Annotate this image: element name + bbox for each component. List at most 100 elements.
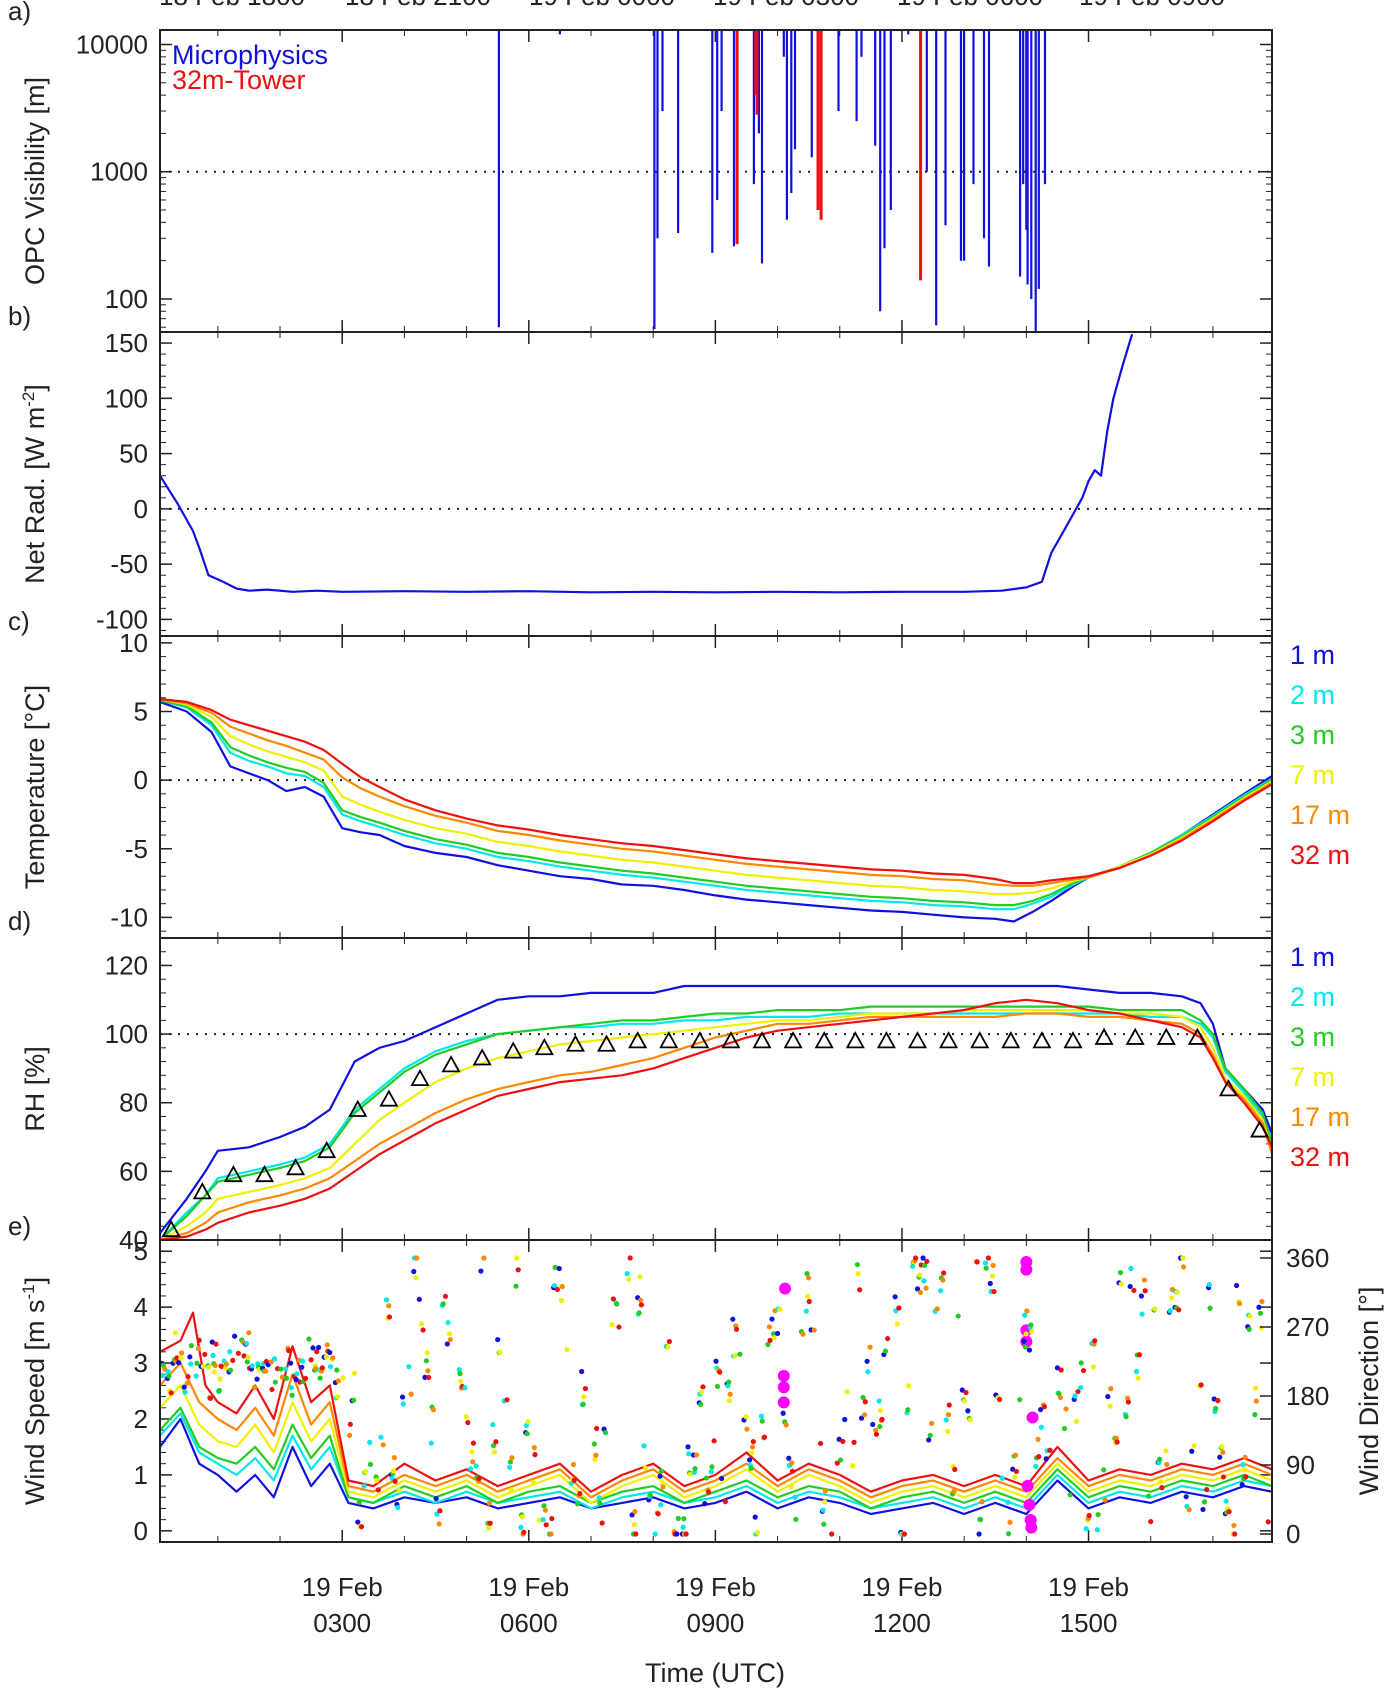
direction-dot xyxy=(674,1531,680,1537)
direction-dot xyxy=(518,1524,524,1531)
direction-dot xyxy=(901,1531,908,1537)
direction-dot xyxy=(967,1417,973,1423)
direction-dot xyxy=(811,1327,817,1333)
direction-dot xyxy=(230,1357,236,1363)
direction-dot xyxy=(976,1531,982,1537)
top-clipped-labels: 18 Feb 1800 18 Feb 2100 19 Feb 0000 19 Feb … xyxy=(159,0,1225,11)
direction-dot xyxy=(733,1326,740,1332)
direction-dot xyxy=(187,1361,194,1367)
direction-dot xyxy=(1021,1338,1027,1344)
direction-dot xyxy=(1125,1399,1131,1405)
direction-dot xyxy=(665,1344,671,1350)
direction-dot xyxy=(754,1529,761,1536)
direction-dot xyxy=(698,1401,704,1408)
direction-dot xyxy=(395,1504,401,1511)
direction-dot xyxy=(399,1394,406,1400)
top-clipped-label: 19 Feb 0900 xyxy=(1079,0,1225,11)
direction-dot xyxy=(310,1345,316,1351)
direction-dot xyxy=(346,1432,353,1438)
direction-dot xyxy=(921,1278,927,1284)
direction-dot xyxy=(515,1267,521,1273)
height-legend-2m: 2 m xyxy=(1290,982,1335,1012)
direction-dot xyxy=(327,1349,333,1356)
direction-dot xyxy=(351,1397,357,1403)
direction-dot xyxy=(396,1487,402,1494)
top-clipped-label: 18 Feb 2100 xyxy=(345,0,491,11)
direction-dot xyxy=(989,1273,996,1279)
direction-dot xyxy=(647,1492,653,1498)
direction-dot xyxy=(478,1268,484,1274)
direction-dot xyxy=(718,1475,725,1482)
direction-dot xyxy=(703,1475,709,1481)
direction-dot xyxy=(917,1272,923,1278)
direction-dot xyxy=(592,1456,598,1462)
direction-dot xyxy=(1213,1405,1219,1412)
direction-dot xyxy=(777,1306,783,1312)
direction-dot xyxy=(789,1460,795,1466)
direction-dot xyxy=(1247,1313,1253,1319)
x-tick-time: 0300 xyxy=(313,1608,371,1638)
x-tick-day: 19 Feb xyxy=(1048,1572,1129,1602)
direction-dot xyxy=(390,1468,397,1474)
direction-dot xyxy=(554,1286,561,1293)
direction-dot xyxy=(700,1384,706,1390)
direction-dot xyxy=(249,1363,255,1369)
direction-dot xyxy=(559,1283,565,1290)
triangle-marker xyxy=(752,1031,772,1049)
y-axis-title-close: ] xyxy=(20,1277,50,1285)
direction-dot xyxy=(1038,1406,1044,1413)
direction-dot xyxy=(896,1305,902,1311)
triangle-marker xyxy=(628,1031,648,1049)
direction-dot xyxy=(218,1363,225,1370)
direction-dot xyxy=(873,1431,880,1437)
direction-dot xyxy=(447,1336,453,1343)
direction-dot xyxy=(433,1496,439,1502)
panel-e: e) 0 1 2 3 4 5 Wind Speed [m s-1] 0 90 180 270 360 Wi… xyxy=(8,1211,1384,1549)
triangle-marker xyxy=(441,1055,461,1073)
direction-dot xyxy=(579,1368,585,1375)
direction-dot xyxy=(504,1397,510,1403)
direction-dot xyxy=(744,1426,750,1432)
triangle-marker xyxy=(597,1034,617,1052)
direction-dot xyxy=(269,1386,275,1393)
direction-dot xyxy=(770,1331,777,1337)
direction-dot xyxy=(268,1359,274,1365)
direction-dot xyxy=(793,1516,799,1523)
direction-dot xyxy=(425,1368,431,1374)
direction-dot xyxy=(624,1271,630,1277)
direction-dot xyxy=(294,1371,300,1377)
direction-dot xyxy=(473,1463,479,1469)
series-7-m xyxy=(160,698,1272,896)
direction-dot xyxy=(804,1271,810,1277)
direction-dot xyxy=(803,1308,809,1314)
direction-dot xyxy=(408,1391,414,1397)
direction-dot xyxy=(851,1439,857,1445)
direction-dot xyxy=(693,1452,700,1458)
triangle-marker xyxy=(472,1048,492,1066)
direction-dot xyxy=(1005,1499,1011,1505)
direction-dot xyxy=(1012,1474,1018,1480)
direction-dot xyxy=(854,1262,861,1268)
direction-dot xyxy=(955,1313,961,1319)
direction-dot xyxy=(996,1396,1003,1403)
direction-dot xyxy=(737,1351,743,1357)
direction-dot xyxy=(327,1364,334,1370)
direction-dot xyxy=(299,1364,305,1370)
direction-dot xyxy=(1242,1454,1248,1460)
direction-dot xyxy=(521,1529,527,1535)
direction-dot xyxy=(1198,1382,1204,1388)
direction-dot xyxy=(822,1488,828,1494)
triangle-marker xyxy=(659,1031,679,1049)
direction-dot xyxy=(842,1416,848,1423)
direction-dot xyxy=(495,1336,501,1343)
direction-dot xyxy=(873,1427,879,1433)
direction-dot xyxy=(860,1394,866,1401)
direction-dot xyxy=(1236,1300,1243,1307)
y-axis-title: Temperature [°C] xyxy=(20,685,50,889)
direction-dot xyxy=(752,1514,758,1520)
direction-dot xyxy=(652,1531,658,1537)
direction-dot xyxy=(685,1444,691,1450)
direction-dot xyxy=(196,1337,202,1343)
direction-dot xyxy=(1223,1498,1229,1504)
triangle-marker xyxy=(565,1034,585,1052)
